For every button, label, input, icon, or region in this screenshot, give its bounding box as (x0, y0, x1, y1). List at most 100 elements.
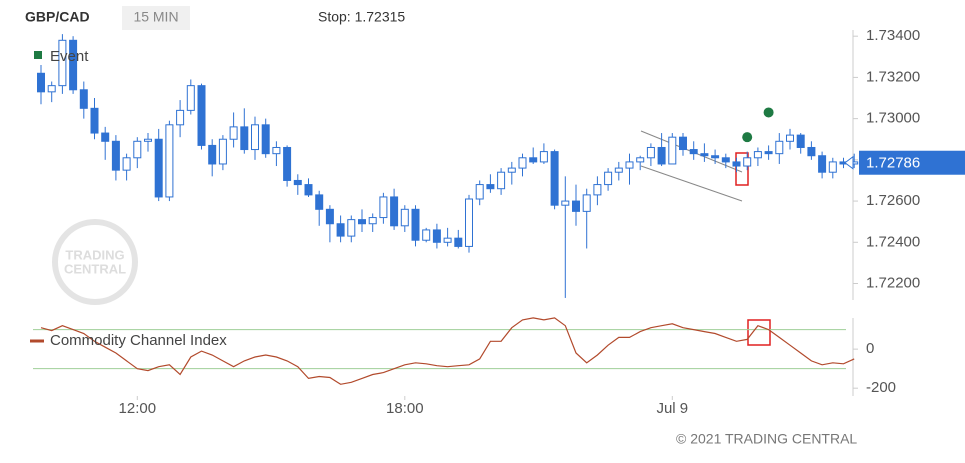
interval: 15 MIN (133, 9, 178, 25)
last-price-label: 1.72786 (866, 155, 920, 172)
candle-body (325, 208, 334, 225)
cci-tick-label: -200 (866, 379, 896, 396)
candle-body (186, 85, 195, 111)
candle-body (679, 136, 687, 151)
candle-body (144, 138, 152, 142)
candle-body (283, 146, 292, 181)
candle-body (315, 194, 324, 210)
candle-body (711, 155, 720, 159)
candle-body (828, 161, 837, 173)
candle-body (251, 124, 259, 151)
candle-body (101, 132, 110, 142)
candle-body (572, 200, 580, 212)
candle-body (58, 39, 67, 87)
candle-body (764, 151, 773, 155)
copyright: © 2021 TRADING CENTRAL (676, 431, 857, 447)
cci-legend-label: Commodity Channel Index (50, 332, 227, 349)
candle-body (657, 146, 666, 165)
y-tick-label: 1.73200 (866, 68, 920, 85)
candle-body (497, 171, 506, 190)
candle-body (432, 229, 441, 243)
candle-body (614, 167, 623, 173)
candle-body (379, 196, 388, 219)
highlight-box (747, 319, 771, 346)
candle-body (646, 146, 655, 159)
candle-body (272, 146, 281, 155)
watermark-ring (52, 219, 138, 305)
candle-body (818, 155, 827, 173)
candle-body (753, 151, 762, 159)
candle-body (261, 124, 270, 155)
candle-body (411, 208, 420, 241)
candle-body (218, 138, 227, 165)
candle-body (796, 134, 805, 148)
candle-body (176, 109, 185, 126)
candle-body (604, 171, 613, 186)
candle-body (582, 194, 591, 212)
candle-body (90, 107, 99, 134)
candle-body (122, 157, 131, 171)
candle-body (197, 85, 206, 146)
candle-body (465, 198, 473, 247)
cci-line (40, 317, 855, 385)
x-tick-label: Jul 9 (656, 400, 688, 417)
candle-body (390, 196, 399, 227)
channel-line (640, 165, 743, 202)
candle-body (47, 85, 56, 93)
event-dot (742, 132, 753, 143)
y-tick-label: 1.73400 (866, 27, 920, 44)
candle-body (400, 208, 409, 227)
candle-body (368, 217, 377, 225)
event-dot (763, 107, 774, 118)
y-tick-label: 1.72600 (866, 192, 920, 209)
candle-body (593, 184, 602, 196)
candle-body (208, 144, 217, 165)
candle-body (486, 184, 495, 190)
candle-body (347, 219, 356, 237)
candle-body (165, 124, 174, 198)
candle-body (229, 126, 238, 140)
candle-body (518, 157, 527, 169)
candle-body (111, 140, 120, 171)
candle-body (807, 146, 816, 157)
candle-body (454, 237, 463, 247)
chart-title: GBP/CAD (25, 9, 90, 25)
x-tick-label: 18:00 (386, 400, 424, 417)
y-tick-label: 1.72200 (866, 274, 920, 291)
legend-swatch (34, 51, 42, 59)
y-tick-label: 1.73000 (866, 110, 920, 127)
candle-body (507, 167, 516, 173)
legend-label: Event (50, 48, 89, 65)
candle-body (443, 237, 452, 243)
candle-body (732, 161, 741, 167)
candle-body (37, 72, 45, 93)
candle-body (475, 184, 484, 200)
candle-body (240, 126, 249, 151)
interval-badge (122, 6, 190, 30)
candle-body (154, 138, 163, 198)
watermark: TRADING (65, 247, 124, 262)
candle-body (743, 157, 752, 167)
watermark: CENTRAL (64, 261, 126, 276)
candle-body (529, 157, 538, 163)
last-price-box (859, 150, 965, 175)
candle-body (561, 200, 570, 206)
candle-body (700, 153, 709, 157)
candle-body (775, 140, 784, 155)
candle-body (293, 179, 302, 186)
x-tick-label: 12:00 (119, 400, 157, 417)
y-tick-label: 1.72400 (866, 233, 920, 250)
last-price-marker (844, 155, 854, 170)
candle-body (668, 136, 677, 165)
candle-body (786, 134, 794, 142)
candle-body (550, 151, 559, 206)
candle-body (539, 151, 548, 163)
candle-body (69, 39, 78, 91)
candle-body (636, 157, 645, 163)
candle-body (79, 89, 88, 109)
stop-label: Stop: 1.72315 (318, 9, 405, 25)
cci-tick-label: 0 (866, 340, 874, 357)
candle-body (358, 219, 366, 225)
candle-body (133, 140, 142, 159)
